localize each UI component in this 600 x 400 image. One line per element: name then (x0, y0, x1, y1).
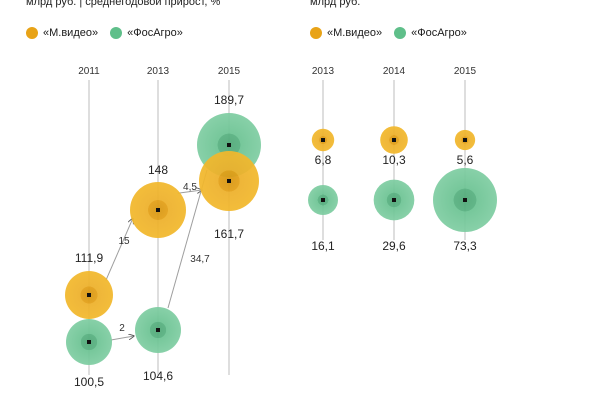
left-legend: «М.видео» «ФосАгро» (26, 27, 195, 39)
label-right-mvideo-2014: 10,3 (382, 153, 406, 167)
bubble-phosagro-2013-center (156, 328, 160, 332)
label-right-phosagro-2014: 29,6 (382, 239, 406, 253)
legend-swatch-phosagro (110, 27, 123, 39)
legend-item-phosagro: «ФосАгро» (110, 27, 183, 39)
label-right-mvideo-2015: 5,6 (457, 153, 474, 167)
growth-mvideo-2013-2015-label: 4,5 (183, 182, 197, 193)
right-year-label-2013: 2013 (312, 66, 335, 77)
legend-item-mvideo: «М.видео» (26, 27, 98, 39)
left-chart-subtitle: млрд руб. | среднегодовой прирост, % (26, 0, 221, 8)
label-phosagro-2013: 104,6 (143, 369, 173, 383)
label-mvideo-2015: 161,7 (214, 227, 244, 241)
right-chart-subtitle: млрд руб. (310, 0, 361, 8)
legend-item-mvideo-right: «М.видео» (310, 27, 382, 39)
label-right-phosagro-2015: 73,3 (453, 239, 477, 253)
bubble-right-phosagro-2015-center (463, 198, 467, 202)
legend-label-mvideo-right: «М.видео» (327, 27, 383, 39)
bubble-right-mvideo-2015-center (463, 138, 467, 142)
label-phosagro-2011: 100,5 (74, 375, 104, 389)
left-year-label-2011: 2011 (78, 66, 100, 77)
growth-phosagro-2013-2015-label: 34,7 (190, 254, 210, 265)
legend-swatch-mvideo (26, 27, 38, 39)
legend-swatch-phosagro-right (394, 27, 407, 39)
right-legend: «М.видео» «ФосАгро» (310, 27, 479, 39)
right-year-label-2015: 2015 (454, 66, 477, 77)
bubble-right-mvideo-2014-center (392, 138, 396, 142)
bubble-right-phosagro-2013-center (321, 198, 325, 202)
bubble-mvideo-2015-center (227, 179, 231, 183)
label-mvideo-2011: 111,9 (75, 251, 104, 265)
left-year-label-2013: 2013 (147, 66, 170, 77)
label-phosagro-2015: 189,7 (214, 93, 244, 107)
growth-mvideo-2013-2015-line (177, 190, 202, 194)
label-right-mvideo-2013: 6,8 (315, 153, 332, 167)
right-year-label-2014: 2014 (383, 66, 406, 77)
bubble-right-phosagro-2014-center (392, 198, 396, 202)
growth-phosagro-2011-2013-line (110, 336, 134, 341)
bubble-right-mvideo-2013-center (321, 138, 325, 142)
label-right-phosagro-2013: 16,1 (311, 239, 335, 253)
legend-label-mvideo: «М.видео» (43, 27, 99, 39)
growth-phosagro-2013-2015-line (167, 169, 208, 309)
legend-swatch-mvideo-right (310, 27, 322, 39)
growth-mvideo-2011-2013-line (105, 218, 133, 281)
label-mvideo-2013: 148 (148, 163, 168, 177)
legend-label-phosagro-right: «ФосАгро» (411, 27, 467, 39)
legend-item-phosagro-right: «ФосАгро» (394, 27, 467, 39)
left-year-label-2015: 2015 (218, 66, 241, 77)
legend-label-phosagro: «ФосАгро» (127, 27, 183, 39)
bubble-phosagro-2015-center (227, 143, 231, 147)
bubble-mvideo-2011-center (87, 293, 91, 297)
bubble-phosagro-2011-center (87, 340, 91, 344)
bubble-mvideo-2013-center (156, 208, 160, 212)
growth-mvideo-2011-2013-label: 15 (118, 236, 130, 247)
growth-phosagro-2011-2013-label: 2 (119, 323, 125, 334)
